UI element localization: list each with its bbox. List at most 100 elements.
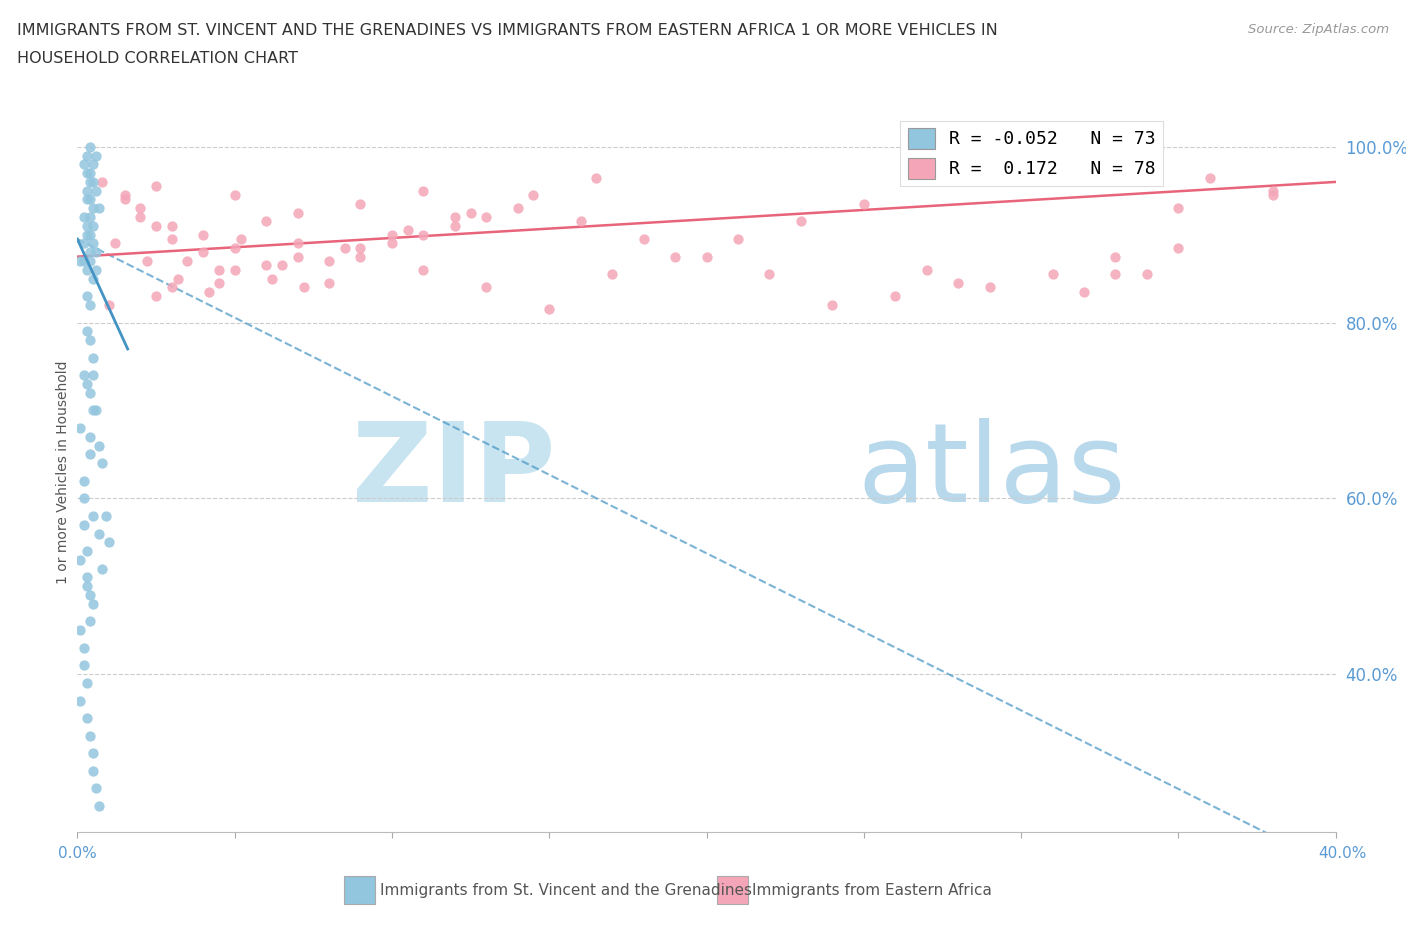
Point xyxy=(79,447,101,462)
Point xyxy=(948,275,970,290)
Point xyxy=(79,254,101,269)
Point xyxy=(69,623,91,638)
Point xyxy=(287,206,309,220)
Point xyxy=(72,368,94,383)
Point xyxy=(76,227,98,242)
Point xyxy=(318,275,340,290)
Point xyxy=(72,209,94,224)
Point xyxy=(254,258,277,272)
Point xyxy=(758,267,780,282)
Point xyxy=(229,232,252,246)
Point xyxy=(82,368,104,383)
Text: Source: ZipAtlas.com: Source: ZipAtlas.com xyxy=(1249,23,1389,36)
Point xyxy=(76,288,98,303)
Point xyxy=(224,240,246,255)
Point xyxy=(91,456,114,471)
Point xyxy=(1073,285,1095,299)
Point xyxy=(69,693,91,708)
Point xyxy=(89,438,111,453)
Point xyxy=(82,201,104,216)
Point xyxy=(76,148,98,163)
Point xyxy=(135,254,157,269)
Point xyxy=(1261,188,1284,203)
Point xyxy=(506,201,529,216)
Point xyxy=(1104,267,1126,282)
Point xyxy=(72,236,94,251)
Point xyxy=(176,254,198,269)
Point xyxy=(633,232,655,246)
Point xyxy=(82,272,104,286)
Point xyxy=(89,201,111,216)
Point xyxy=(82,746,104,761)
Point xyxy=(82,764,104,778)
Point xyxy=(191,227,215,242)
Legend: R = -0.052   N = 73, R =  0.172   N = 78: R = -0.052 N = 73, R = 0.172 N = 78 xyxy=(900,121,1163,186)
Point xyxy=(69,420,91,435)
Point xyxy=(145,219,167,233)
Point xyxy=(82,509,104,524)
Point xyxy=(76,544,98,559)
Point xyxy=(585,170,607,185)
Point xyxy=(145,288,167,303)
Point xyxy=(79,245,101,259)
Point xyxy=(396,223,419,238)
Point xyxy=(104,236,127,251)
Text: 40.0%: 40.0% xyxy=(1319,846,1367,861)
Point xyxy=(82,219,104,233)
Point xyxy=(569,214,592,229)
Point xyxy=(444,219,467,233)
Point xyxy=(91,561,114,576)
Point xyxy=(76,262,98,277)
Point xyxy=(1198,170,1220,185)
Point xyxy=(69,254,91,269)
Point xyxy=(412,183,434,198)
Text: Immigrants from St. Vincent and the Grenadines: Immigrants from St. Vincent and the Gren… xyxy=(380,883,752,897)
Point xyxy=(79,227,101,242)
Point xyxy=(1167,201,1189,216)
Point xyxy=(696,249,718,264)
Point xyxy=(852,196,875,211)
Point xyxy=(76,570,98,585)
Point xyxy=(76,578,98,593)
Point xyxy=(79,298,101,312)
Point xyxy=(600,267,623,282)
Point xyxy=(76,166,98,180)
Point xyxy=(79,333,101,348)
Point xyxy=(538,302,561,317)
Point xyxy=(72,658,94,672)
Point xyxy=(79,193,101,207)
Point xyxy=(79,175,101,190)
Point xyxy=(664,249,686,264)
Point xyxy=(79,385,101,400)
Point xyxy=(254,214,277,229)
Point xyxy=(82,596,104,611)
Point xyxy=(821,298,844,312)
Point xyxy=(287,236,309,251)
Point xyxy=(129,201,152,216)
Point xyxy=(79,430,101,445)
Text: HOUSEHOLD CORRELATION CHART: HOUSEHOLD CORRELATION CHART xyxy=(17,51,298,66)
Point xyxy=(89,526,111,541)
Point xyxy=(94,509,117,524)
Point xyxy=(381,236,404,251)
Point xyxy=(145,179,167,193)
Point xyxy=(349,196,371,211)
Point xyxy=(333,240,356,255)
Point xyxy=(270,258,292,272)
Point xyxy=(318,254,340,269)
Point xyxy=(76,377,98,392)
Text: Immigrants from Eastern Africa: Immigrants from Eastern Africa xyxy=(752,883,993,897)
Point xyxy=(72,254,94,269)
Point xyxy=(167,272,190,286)
Point xyxy=(82,157,104,172)
Point xyxy=(84,403,107,418)
Point xyxy=(208,275,231,290)
Point xyxy=(79,140,101,154)
Point xyxy=(97,535,120,550)
Point xyxy=(208,262,231,277)
Point xyxy=(160,280,183,295)
Point xyxy=(114,188,136,203)
Point xyxy=(160,232,183,246)
Point xyxy=(76,324,98,339)
Point xyxy=(191,245,215,259)
